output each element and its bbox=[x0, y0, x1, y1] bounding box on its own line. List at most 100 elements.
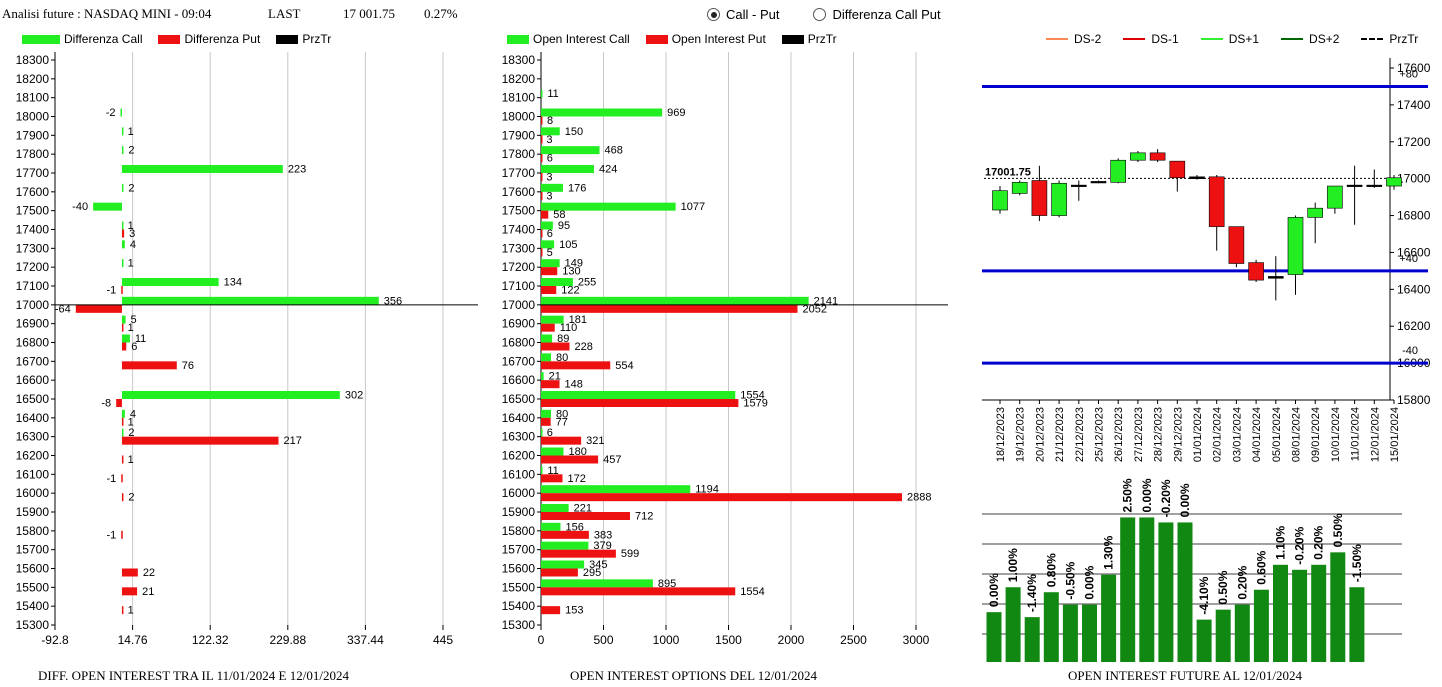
x-tick-label: 20/12/2023 bbox=[1034, 407, 1046, 462]
radio-unselected-icon[interactable] bbox=[813, 8, 827, 21]
data-label: 321 bbox=[586, 435, 604, 447]
data-label: 383 bbox=[594, 529, 612, 541]
bar-put bbox=[541, 455, 599, 464]
x-tick-label: 25/12/2023 bbox=[1094, 407, 1106, 462]
data-label: 3 bbox=[546, 190, 552, 202]
oi-label: 0.20% bbox=[1312, 525, 1326, 559]
oi-label: 2.50% bbox=[1121, 478, 1135, 512]
y-tick-label: 17100 bbox=[16, 279, 50, 293]
legend-label: PrzTr bbox=[807, 32, 837, 46]
oi-label: 1.30% bbox=[1102, 535, 1116, 569]
legend-item-ds+2: DS+2 bbox=[1281, 32, 1339, 46]
data-label: 80 bbox=[556, 352, 568, 364]
data-label: 345 bbox=[589, 559, 607, 571]
x-tick-label: 0 bbox=[538, 633, 545, 647]
y-tick-label: 16900 bbox=[502, 317, 536, 331]
y-tick-label: 15700 bbox=[502, 543, 536, 557]
left-legend: Differenza Call Differenza Put PrzTr bbox=[22, 32, 347, 46]
oi-bar bbox=[1177, 522, 1193, 662]
bar-put bbox=[541, 474, 563, 483]
oi-label: 0.00% bbox=[1140, 478, 1154, 512]
bar-call bbox=[121, 221, 124, 230]
radio-call-put[interactable]: Call - Put bbox=[707, 7, 779, 22]
bar-call bbox=[541, 372, 544, 381]
x-tick-label: 18/12/2023 bbox=[995, 407, 1007, 462]
data-label: 302 bbox=[345, 390, 363, 402]
data-label: 149 bbox=[565, 258, 583, 270]
legend-line bbox=[1281, 38, 1304, 40]
data-label: 22 bbox=[143, 567, 155, 579]
data-label: 58 bbox=[553, 209, 565, 221]
x-tick-label: 02/01/2024 bbox=[1212, 407, 1224, 462]
data-label: 153 bbox=[565, 605, 583, 617]
data-label: 180 bbox=[569, 446, 587, 458]
y-tick-label: 15500 bbox=[16, 580, 50, 594]
y-tick-label: 18100 bbox=[502, 91, 536, 105]
y-tick-label: 17600 bbox=[502, 185, 536, 199]
data-label: 228 bbox=[575, 341, 593, 353]
x-tick-label: 445 bbox=[433, 633, 453, 647]
y-tick-label: 15800 bbox=[16, 524, 50, 538]
oi-bar bbox=[1120, 517, 1136, 662]
oi-bar bbox=[986, 612, 1002, 662]
x-tick-label: 08/01/2024 bbox=[1291, 407, 1303, 462]
y-tick-label: 17400 bbox=[1397, 98, 1431, 112]
data-label: 76 bbox=[182, 360, 194, 372]
radio-selected-icon[interactable] bbox=[707, 8, 720, 21]
y-tick-label: 16400 bbox=[1397, 282, 1431, 296]
bar-put bbox=[541, 116, 543, 125]
x-tick-label: 2000 bbox=[778, 633, 805, 647]
legend-item-oi-call: Open Interest Call bbox=[507, 32, 630, 46]
bar-call bbox=[541, 428, 543, 437]
open-interest-options-chart: 0 500 1000 1500 2000 2500 3000 18300 18200 18100 1… bbox=[502, 52, 948, 647]
oi-label: -1.50% bbox=[1350, 544, 1364, 582]
oi-label: 0.50% bbox=[1331, 513, 1345, 547]
bar-call bbox=[121, 259, 124, 268]
legend-item-przt: PrzTr bbox=[276, 32, 331, 46]
legend-label: Open Interest Put bbox=[671, 32, 766, 46]
legend-item-przt: PrzTr bbox=[781, 32, 837, 46]
oi-bar bbox=[1005, 587, 1021, 662]
data-label: 599 bbox=[621, 548, 639, 560]
data-label: 5 bbox=[131, 314, 137, 326]
y-tick-label: 15600 bbox=[16, 562, 50, 576]
data-label: 1 bbox=[128, 258, 134, 270]
data-label: -1 bbox=[106, 285, 116, 297]
candle-down bbox=[1248, 262, 1264, 281]
oi-bar bbox=[1311, 564, 1327, 662]
bar-call bbox=[541, 353, 551, 362]
oi-bar bbox=[1158, 522, 1174, 662]
bar-call bbox=[541, 391, 736, 399]
oi-bar bbox=[1273, 564, 1288, 662]
data-label: 5 bbox=[547, 247, 553, 259]
data-label: 712 bbox=[635, 511, 653, 523]
data-label: 2052 bbox=[803, 303, 827, 315]
bar-call bbox=[121, 391, 340, 399]
oi-bar bbox=[1082, 604, 1097, 662]
data-label: 77 bbox=[556, 416, 568, 428]
bar-call bbox=[541, 296, 809, 305]
oi-label: 0.00% bbox=[1083, 565, 1097, 599]
change-percent: 0.27% bbox=[424, 6, 458, 21]
x-tick-label: 14.76 bbox=[118, 633, 148, 647]
data-label: 11 bbox=[547, 465, 558, 477]
y-tick-label: 15300 bbox=[502, 618, 536, 632]
bar-put bbox=[541, 154, 543, 163]
data-label: 554 bbox=[615, 360, 633, 372]
y-tick-label: 16000 bbox=[16, 486, 50, 500]
y-tick-label: 16300 bbox=[502, 430, 536, 444]
y-tick-label: 16700 bbox=[502, 354, 536, 368]
x-tick-label: 1500 bbox=[715, 633, 742, 647]
bar-call bbox=[541, 240, 555, 249]
radio-diff-call-put[interactable]: Differenza Call Put bbox=[813, 7, 941, 22]
legend-label: Open Interest Call bbox=[533, 32, 630, 46]
bar-put bbox=[541, 568, 578, 577]
bar-put bbox=[121, 587, 138, 596]
bar-put bbox=[541, 512, 630, 520]
bar-call bbox=[121, 315, 126, 324]
data-label: 1 bbox=[128, 416, 134, 428]
bar-call bbox=[541, 541, 589, 550]
data-label: 217 bbox=[284, 435, 302, 447]
data-label: 148 bbox=[565, 379, 583, 391]
y-tick-label: 15800 bbox=[1397, 393, 1431, 407]
